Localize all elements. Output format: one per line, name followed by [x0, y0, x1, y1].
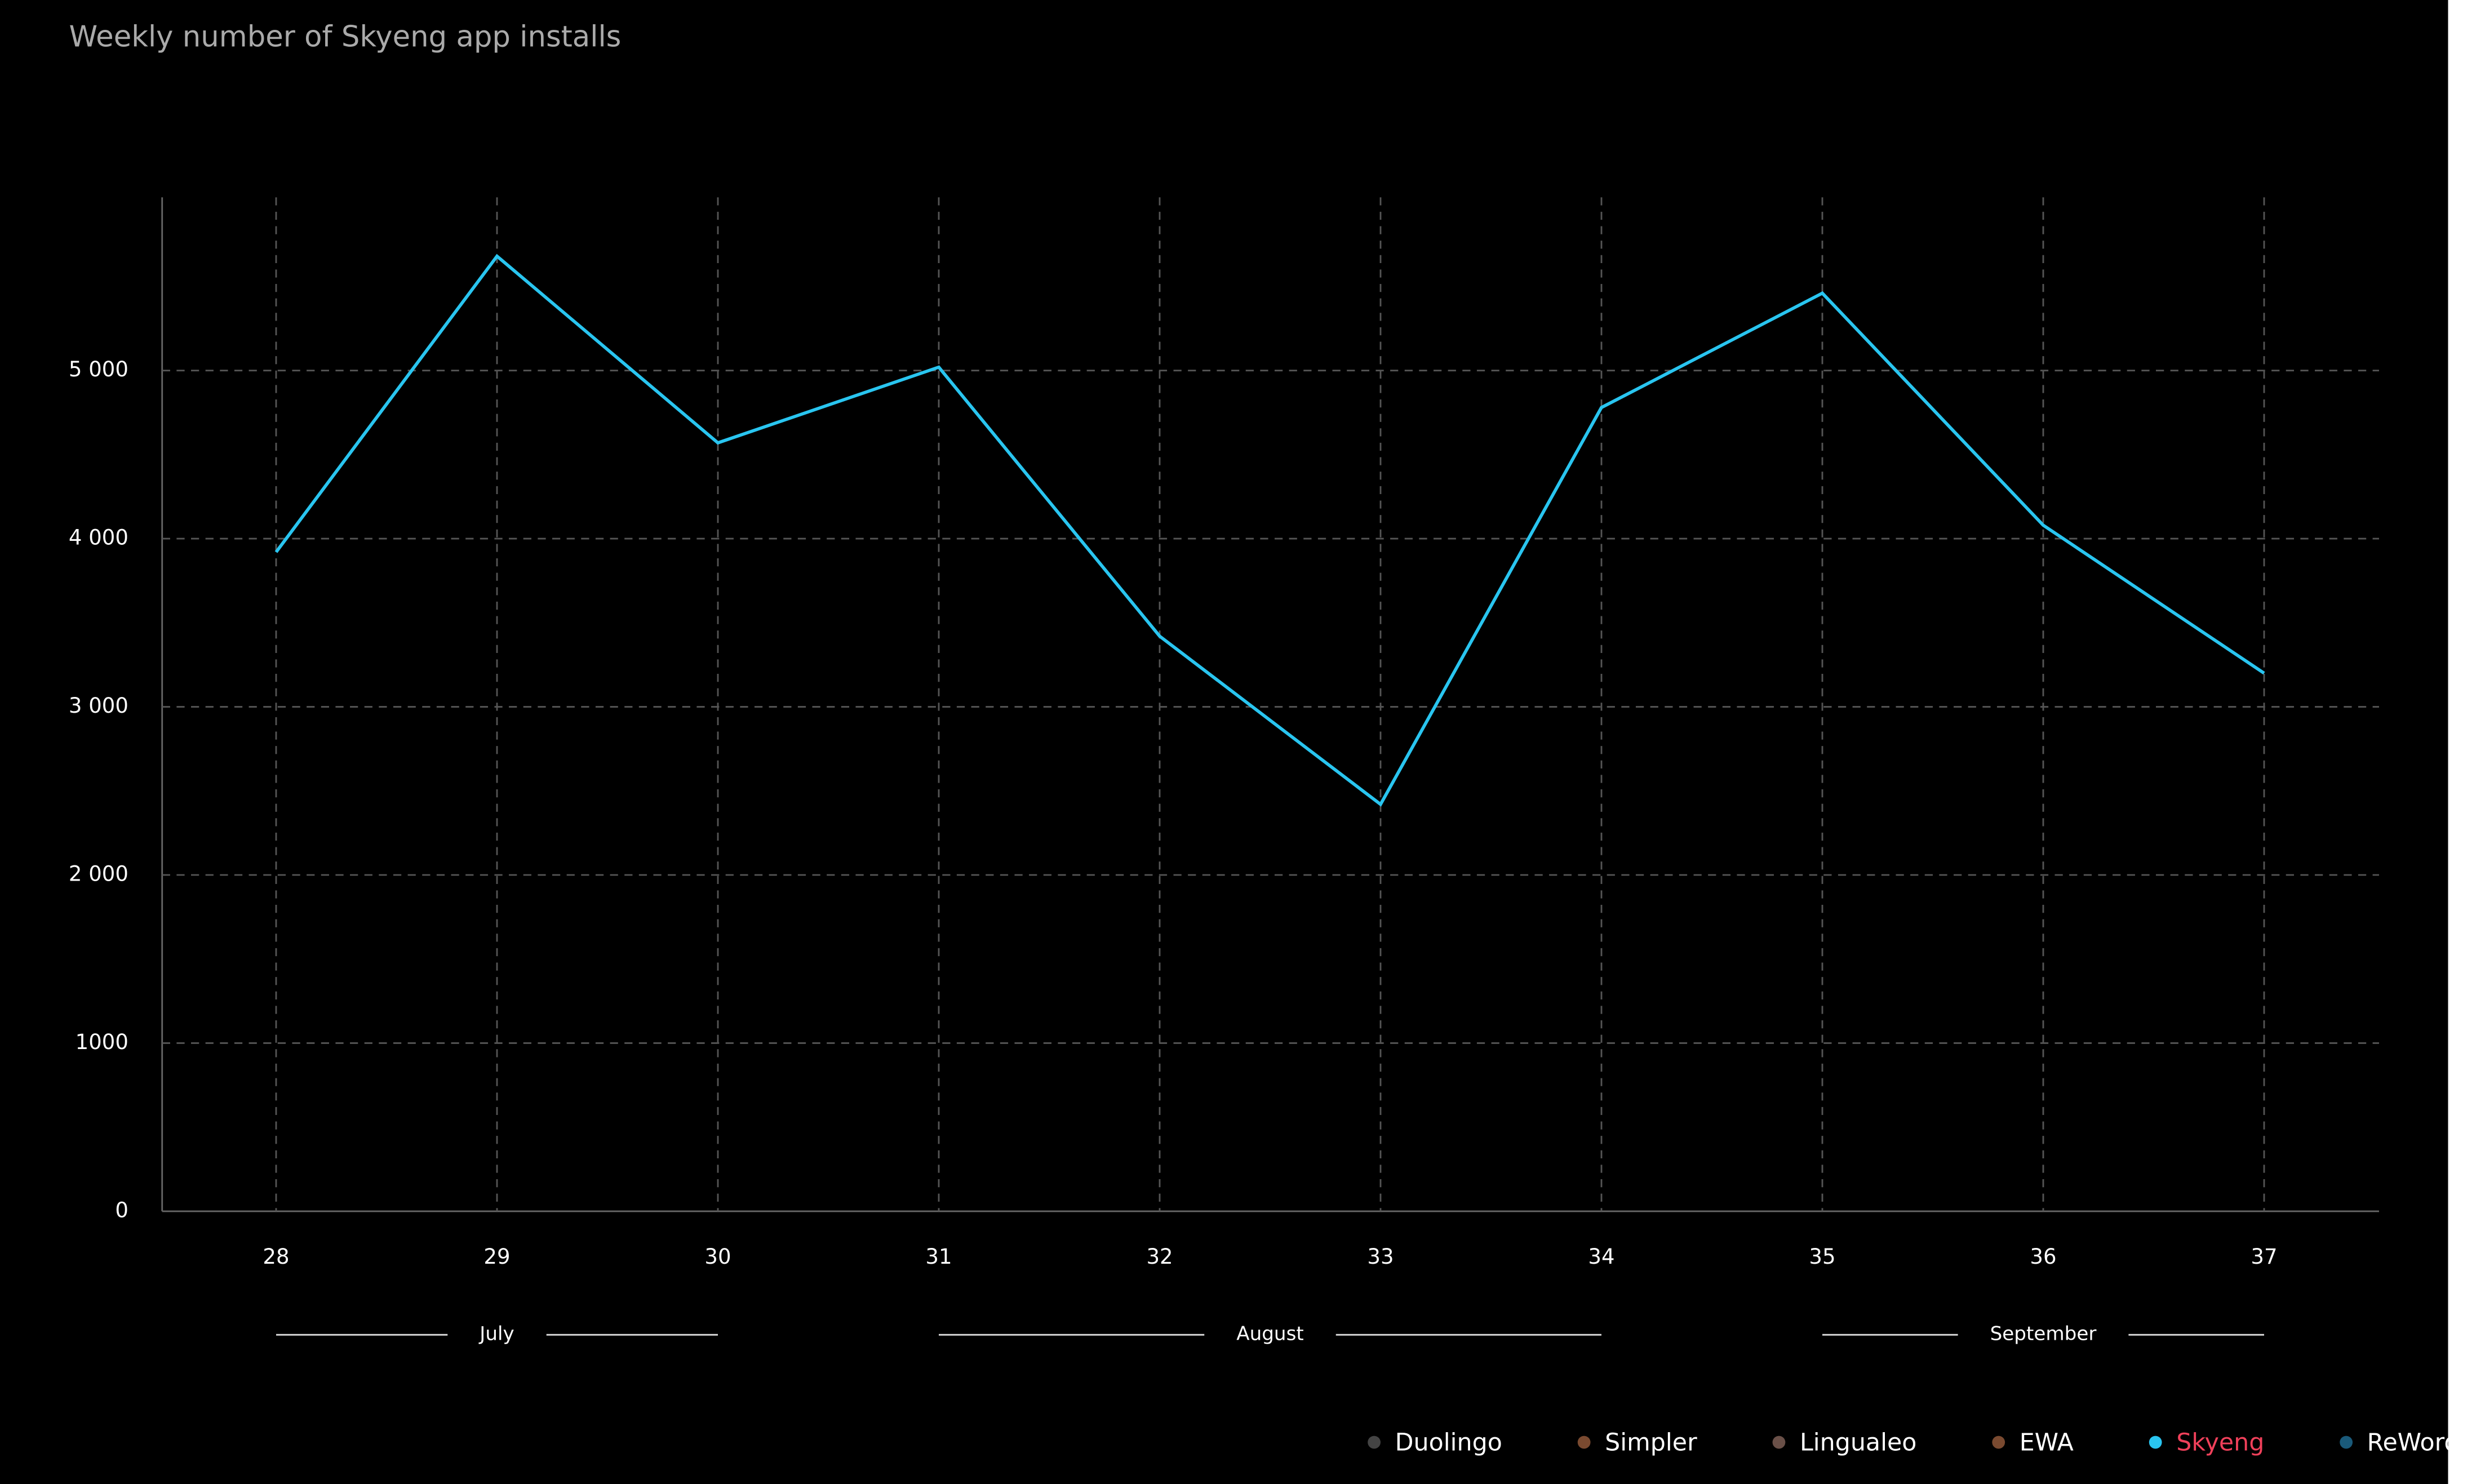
legend-label: Lingualeo — [1800, 1428, 1916, 1456]
legend-label: Skyeng — [2176, 1428, 2264, 1456]
y-tick-label: 1000 — [76, 1030, 128, 1054]
month-label: July — [478, 1323, 514, 1345]
x-tick-label: 34 — [1588, 1245, 1614, 1269]
x-tick-label: 32 — [1146, 1245, 1173, 1269]
line-series — [274, 254, 2265, 807]
legend-marker — [1368, 1436, 1381, 1449]
x-tick-label: 33 — [1367, 1245, 1394, 1269]
legend-marker — [1577, 1436, 1591, 1449]
chart-title: Weekly number of Skyeng app installs — [69, 20, 622, 54]
legend-marker — [1772, 1436, 1786, 1449]
month-label: August — [1236, 1323, 1304, 1345]
y-tick-label: 4 000 — [69, 526, 128, 550]
legend-label: Duolingo — [1395, 1428, 1502, 1456]
y-tick-label: 5 000 — [69, 357, 128, 381]
x-tick-label: 30 — [704, 1245, 731, 1269]
legend-label: Simpler — [1605, 1428, 1697, 1456]
x-tick-label: 31 — [925, 1245, 952, 1269]
x-tick-label: 37 — [2251, 1245, 2277, 1269]
x-tick-label: 36 — [2030, 1245, 2056, 1269]
legend-label: ReWord — [2367, 1428, 2460, 1456]
y-tick-label: 0 — [115, 1198, 128, 1222]
legend-marker — [2340, 1436, 2353, 1449]
x-tick-label: 35 — [1809, 1245, 1835, 1269]
legend-marker — [2149, 1436, 2162, 1449]
legend-marker — [1992, 1436, 2005, 1449]
x-tick-label: 28 — [263, 1245, 289, 1269]
x-tick-label: 29 — [483, 1245, 510, 1269]
legend-label: EWA — [2020, 1428, 2074, 1456]
month-label: September — [1990, 1323, 2097, 1345]
y-tick-label: 2 000 — [69, 862, 128, 886]
y-tick-label: 3 000 — [69, 694, 128, 718]
